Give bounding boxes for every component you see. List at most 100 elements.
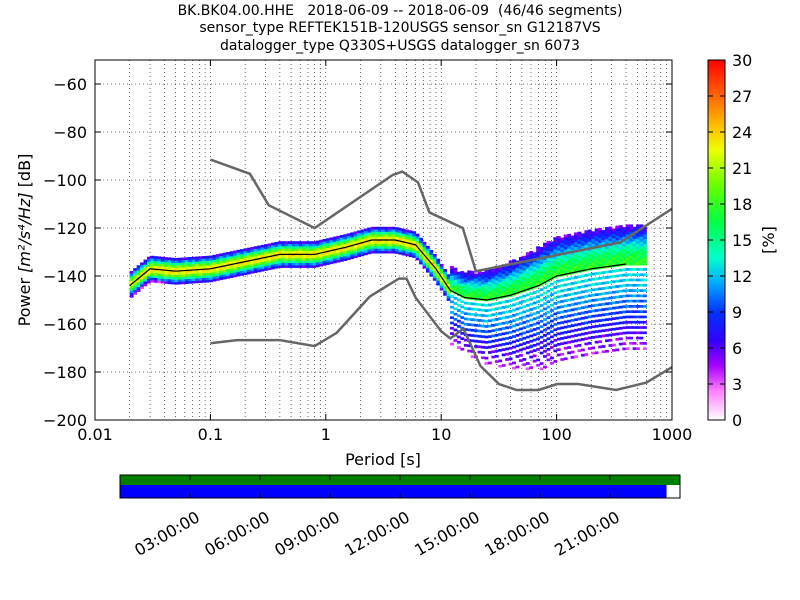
histogram-cell	[226, 273, 231, 277]
histogram-cell	[632, 331, 637, 335]
histogram-cell	[160, 275, 165, 279]
histogram-cell	[425, 260, 430, 263]
histogram-cell	[611, 322, 616, 326]
histogram-cell	[539, 314, 544, 318]
histogram-cell	[415, 243, 420, 246]
histogram-cell	[291, 260, 296, 264]
histogram-cell	[501, 327, 506, 330]
histogram-cell	[574, 234, 578, 238]
histogram-cell	[167, 257, 172, 261]
histogram-cell	[487, 335, 492, 338]
histogram-cell	[525, 252, 530, 255]
histogram-cell	[322, 253, 327, 257]
histogram-cell	[288, 250, 293, 254]
histogram-cell	[642, 250, 647, 254]
histogram-cell	[498, 281, 503, 285]
histogram-cell	[570, 261, 575, 265]
histogram-cell	[260, 244, 265, 248]
histogram-cell	[202, 263, 206, 266]
histogram-cell	[394, 241, 399, 245]
histogram-cell	[494, 280, 499, 283]
y-tick-label: −60	[53, 75, 87, 94]
histogram-cell	[625, 289, 630, 292]
histogram-cell	[625, 248, 630, 252]
histogram-cell	[598, 335, 603, 338]
histogram-cell	[477, 295, 482, 299]
histogram-cell	[167, 262, 172, 265]
histogram-cell	[532, 349, 537, 352]
histogram-cell	[505, 331, 510, 335]
histogram-cell	[405, 253, 410, 257]
histogram-cell	[460, 271, 465, 274]
histogram-cell	[487, 324, 492, 328]
histogram-cell	[181, 257, 186, 261]
histogram-cell	[332, 239, 337, 242]
histogram-cell	[525, 309, 530, 313]
histogram-cell	[136, 286, 141, 290]
histogram-cell	[246, 269, 251, 272]
histogram-cell	[505, 285, 510, 288]
histogram-cell	[343, 234, 348, 237]
histogram-cell	[143, 278, 148, 282]
histogram-cell	[518, 322, 523, 325]
histogram-cell	[560, 242, 565, 246]
histogram-cell	[343, 243, 348, 247]
histogram-cell	[560, 268, 565, 272]
histogram-cell	[305, 265, 310, 268]
histogram-cell	[439, 280, 444, 284]
histogram-cell	[625, 224, 630, 228]
histogram-cell	[143, 261, 148, 265]
histogram-cell	[636, 234, 640, 237]
histogram-cell	[563, 309, 568, 313]
histogram-cell	[277, 246, 282, 249]
histogram-cell	[315, 240, 320, 244]
histogram-cell	[622, 246, 627, 249]
histogram-cell	[222, 269, 227, 273]
histogram-cell	[549, 293, 554, 296]
histogram-cell	[136, 284, 141, 288]
histogram-cell	[388, 246, 392, 249]
histogram-cell	[563, 263, 568, 267]
histogram-cell	[508, 362, 513, 366]
histogram-cell	[546, 353, 551, 356]
histogram-cell	[580, 254, 585, 258]
histogram-cell	[143, 264, 148, 268]
histogram-cell	[446, 279, 451, 282]
histogram-cell	[246, 266, 251, 270]
histogram-cell	[584, 244, 589, 248]
histogram-cell	[584, 326, 589, 330]
histogram-cell	[567, 267, 572, 271]
psd-coverage-bar	[120, 485, 667, 498]
histogram-cell	[450, 321, 454, 325]
histogram-cell	[171, 272, 175, 275]
histogram-cell	[601, 234, 606, 238]
histogram-cell	[553, 280, 558, 284]
histogram-cell	[522, 255, 527, 259]
histogram-cell	[584, 261, 589, 265]
histogram-cell	[605, 251, 609, 254]
histogram-cell	[370, 243, 375, 247]
histogram-cell	[515, 277, 520, 281]
histogram-cell	[567, 288, 572, 291]
histogram-cell	[615, 279, 620, 283]
histogram-cell	[598, 256, 603, 260]
histogram-cell	[408, 239, 413, 243]
histogram-cell	[525, 341, 530, 344]
histogram-cell	[491, 292, 496, 296]
histogram-cell	[432, 273, 437, 276]
histogram-cell	[529, 270, 534, 273]
histogram-cell	[543, 344, 547, 348]
histogram-cell	[584, 353, 589, 356]
histogram-cell	[419, 240, 423, 243]
histogram-cell	[536, 295, 541, 298]
histogram-cell	[584, 273, 589, 277]
histogram-cell	[608, 231, 613, 235]
histogram-cell	[615, 311, 620, 315]
histogram-cell	[629, 326, 634, 329]
histogram-cell	[246, 250, 251, 253]
histogram-cell	[598, 340, 603, 344]
histogram-cell	[264, 265, 268, 269]
histogram-cell	[622, 227, 627, 230]
histogram-cell	[518, 359, 523, 362]
